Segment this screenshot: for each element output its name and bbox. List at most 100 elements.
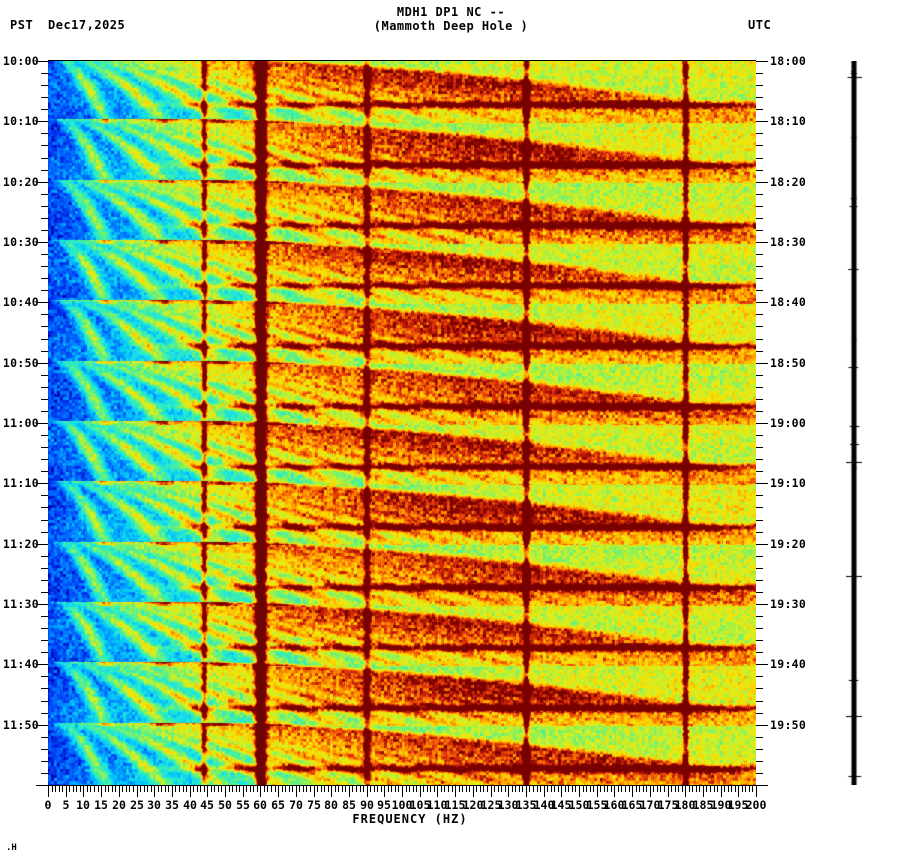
ytick-minor-left [41,399,48,400]
ytick-label-utc-8: 19:20 [770,537,807,551]
xtick-minor [398,786,399,792]
ytick-major-left [36,182,48,183]
xtick-minor [469,786,470,792]
xtick-major [420,786,421,797]
xtick-major [544,786,545,797]
xtick-minor [151,786,152,792]
ytick-minor-right [756,447,763,448]
xtick-minor [643,786,644,792]
xtick-minor [675,786,676,792]
xtick-minor [246,786,247,792]
xtick-major [367,786,368,797]
xtick-minor [391,786,392,792]
xtick-minor [282,786,283,792]
spectrogram-plot[interactable] [48,61,756,785]
xtick-major [331,786,332,797]
ytick-minor-left [41,435,48,436]
xtick-major [260,786,261,797]
xtick-minor [565,786,566,792]
xtick-minor [671,786,672,792]
xtick-label-0: 0 [44,798,52,812]
ytick-minor-left [41,254,48,255]
xtick-minor [374,786,375,792]
ytick-label-utc-0: 18:00 [770,54,807,68]
ytick-major-right [756,242,768,243]
xtick-minor [540,786,541,792]
xtick-minor [522,786,523,792]
ytick-minor-right [756,411,763,412]
seismogram-trace [846,61,862,785]
xtick-major [491,786,492,797]
xtick-minor [232,786,233,792]
xtick-label-17: 85 [342,798,356,812]
corner-artifact-mark: .H [6,843,17,853]
ytick-minor-right [756,556,763,557]
ytick-minor-left [41,616,48,617]
xtick-minor [512,786,513,792]
ytick-minor-left [41,375,48,376]
xtick-minor [129,786,130,792]
ytick-minor-right [756,133,763,134]
ytick-minor-left [41,556,48,557]
xtick-minor [646,786,647,792]
xtick-minor [752,786,753,792]
ytick-major-left [36,61,48,62]
xtick-label-24: 120 [462,798,484,812]
ytick-minor-right [756,580,763,581]
xtick-minor [710,786,711,792]
xtick-minor [448,786,449,792]
frequency-axis-title: FREQUENCY (HZ) [352,812,468,826]
xtick-minor [214,786,215,792]
xtick-minor [480,786,481,792]
ytick-minor-right [756,773,763,774]
ytick-minor-left [41,688,48,689]
ytick-minor-right [756,459,763,460]
xtick-minor [204,786,205,792]
xtick-minor [126,786,127,792]
ytick-major-right [756,544,768,545]
ytick-major-right [756,121,768,122]
xtick-major [561,786,562,797]
xtick-minor [186,786,187,792]
xtick-minor [388,786,389,792]
ytick-minor-right [756,761,763,762]
xtick-minor [618,786,619,792]
xtick-minor [714,786,715,792]
ytick-label-utc-7: 19:10 [770,476,807,490]
xtick-minor [413,786,414,792]
ytick-minor-left [41,145,48,146]
ytick-minor-left [41,592,48,593]
xtick-minor [459,786,460,792]
xtick-minor [583,786,584,792]
xtick-minor [664,786,665,792]
xtick-minor [98,786,99,792]
ytick-minor-right [756,230,763,231]
ytick-minor-left [41,737,48,738]
xtick-minor [600,786,601,792]
timezone-label-utc: UTC [748,18,772,32]
xtick-major [703,786,704,797]
ytick-major-left [36,604,48,605]
xtick-label-33: 165 [621,798,643,812]
xtick-minor [441,786,442,792]
xtick-minor [285,786,286,792]
xtick-minor [168,786,169,792]
xtick-minor [76,786,77,792]
xtick-minor [529,786,530,792]
xtick-minor [568,786,569,792]
xtick-label-16: 80 [324,798,338,812]
ytick-minor-left [41,73,48,74]
xtick-minor [377,786,378,792]
xtick-major [172,786,173,797]
xtick-major [455,786,456,797]
xtick-major [83,786,84,797]
xtick-minor [161,786,162,792]
xtick-minor [310,786,311,792]
xtick-minor [547,786,548,792]
ytick-minor-right [756,628,763,629]
xtick-minor [551,786,552,792]
ytick-minor-right [756,532,763,533]
xtick-minor [335,786,336,792]
ytick-minor-right [756,145,763,146]
ytick-minor-left [41,447,48,448]
